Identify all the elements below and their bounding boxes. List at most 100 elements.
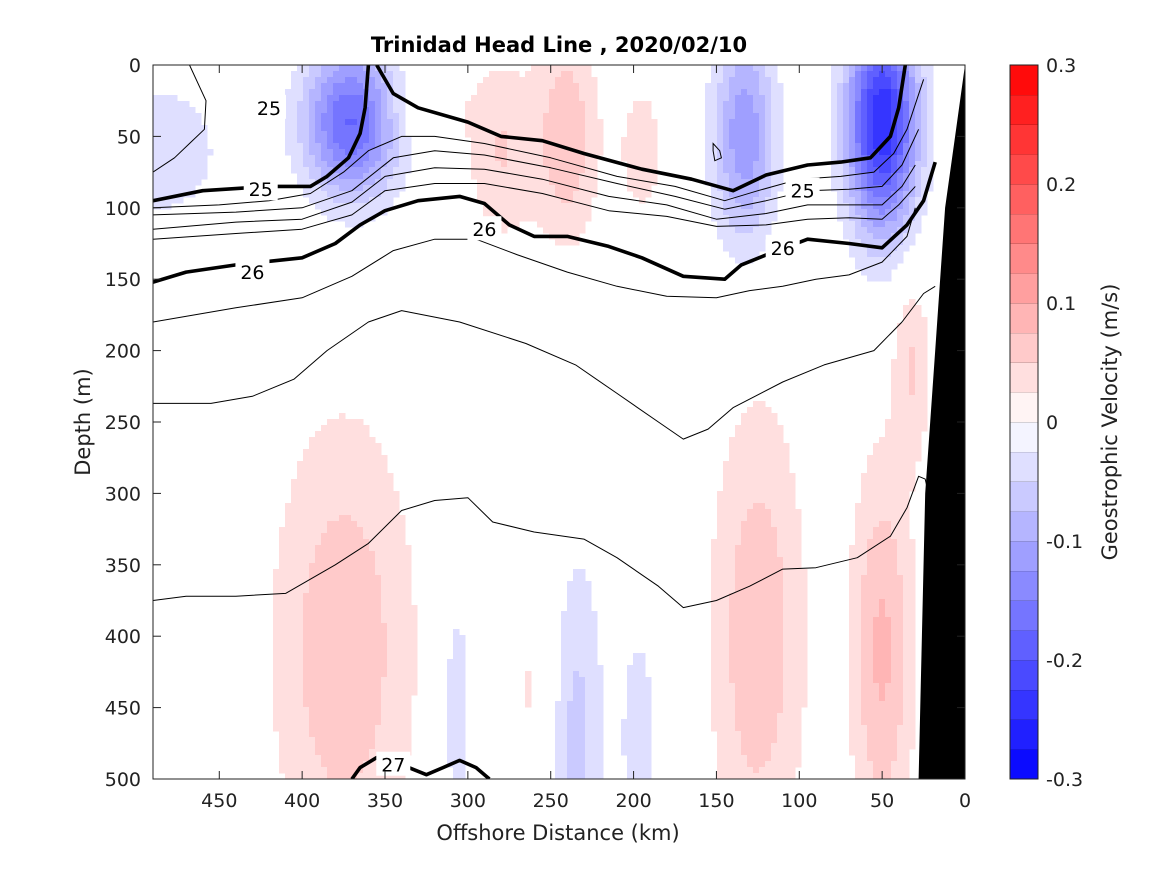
velocity-cell xyxy=(357,437,364,444)
velocity-cell xyxy=(597,707,604,714)
velocity-cell xyxy=(909,137,916,144)
velocity-cell xyxy=(585,89,592,96)
velocity-cell xyxy=(885,635,892,642)
velocity-cell xyxy=(897,593,904,600)
velocity-cell xyxy=(753,497,760,504)
velocity-cell xyxy=(309,635,316,642)
velocity-cell xyxy=(717,725,724,732)
velocity-cell xyxy=(879,101,886,108)
velocity-cell xyxy=(309,641,316,648)
velocity-cell xyxy=(759,521,766,528)
velocity-cell xyxy=(411,641,418,648)
velocity-cell xyxy=(387,137,394,144)
velocity-cell xyxy=(771,503,778,510)
velocity-cell xyxy=(915,395,922,402)
velocity-cell xyxy=(873,617,880,624)
velocity-cell xyxy=(891,143,898,150)
velocity-cell xyxy=(867,719,874,726)
velocity-cell xyxy=(741,509,748,516)
velocity-cell xyxy=(861,257,868,264)
velocity-cell xyxy=(633,113,640,120)
velocity-cell xyxy=(525,191,532,198)
velocity-cell xyxy=(711,551,718,558)
velocity-cell xyxy=(771,665,778,672)
velocity-cell xyxy=(711,629,718,636)
velocity-cell xyxy=(297,137,304,144)
velocity-cell xyxy=(879,479,886,486)
velocity-cell xyxy=(525,101,532,108)
velocity-cell xyxy=(855,713,862,720)
velocity-cell xyxy=(873,557,880,564)
velocity-cell xyxy=(741,539,748,546)
velocity-cell xyxy=(531,209,538,216)
velocity-cell xyxy=(525,89,532,96)
velocity-cell xyxy=(897,647,904,654)
velocity-cell xyxy=(585,629,592,636)
velocity-cell xyxy=(735,623,742,630)
velocity-cell xyxy=(369,95,376,102)
velocity-cell xyxy=(735,443,742,450)
velocity-cell xyxy=(915,365,922,372)
velocity-cell xyxy=(765,617,772,624)
velocity-cell xyxy=(597,131,604,138)
velocity-cell xyxy=(753,197,760,204)
velocity-cell xyxy=(327,191,334,198)
velocity-cell xyxy=(735,497,742,504)
velocity-cell xyxy=(591,125,598,132)
velocity-cell xyxy=(183,107,190,114)
velocity-cell xyxy=(747,485,754,492)
velocity-cell xyxy=(771,539,778,546)
velocity-cell xyxy=(729,473,736,480)
velocity-cell xyxy=(909,593,916,600)
velocity-cell xyxy=(729,497,736,504)
velocity-cell xyxy=(351,437,358,444)
velocity-cell xyxy=(567,179,574,186)
velocity-cell xyxy=(363,461,370,468)
velocity-cell xyxy=(327,683,334,690)
velocity-cell xyxy=(345,599,352,606)
velocity-cell xyxy=(477,149,484,156)
velocity-cell xyxy=(333,593,340,600)
velocity-cell xyxy=(921,413,928,420)
velocity-cell xyxy=(741,689,748,696)
velocity-cell xyxy=(861,119,868,126)
velocity-cell xyxy=(855,521,862,528)
velocity-cell xyxy=(861,635,868,642)
velocity-cell xyxy=(291,491,298,498)
velocity-cell xyxy=(315,533,322,540)
velocity-cell xyxy=(375,479,382,486)
velocity-cell xyxy=(573,617,580,624)
velocity-cell xyxy=(915,167,922,174)
velocity-cell xyxy=(891,263,898,270)
velocity-cell xyxy=(537,173,544,180)
velocity-cell xyxy=(309,569,316,576)
velocity-cell xyxy=(285,593,292,600)
velocity-cell xyxy=(279,575,286,582)
velocity-cell xyxy=(387,95,394,102)
velocity-cell xyxy=(879,665,886,672)
velocity-cell xyxy=(357,611,364,618)
velocity-cell xyxy=(783,635,790,642)
velocity-cell xyxy=(477,107,484,114)
velocity-cell xyxy=(159,203,166,210)
velocity-cell xyxy=(801,623,808,630)
velocity-cell xyxy=(711,89,718,96)
velocity-cell xyxy=(369,467,376,474)
velocity-cell xyxy=(897,65,904,72)
velocity-cell xyxy=(393,635,400,642)
velocity-cell xyxy=(345,527,352,534)
velocity-cell xyxy=(345,167,352,174)
velocity-cell xyxy=(717,713,724,720)
velocity-cell xyxy=(327,605,334,612)
velocity-cell xyxy=(627,137,634,144)
velocity-cell xyxy=(729,227,736,234)
velocity-cell xyxy=(447,677,454,684)
velocity-cell xyxy=(351,719,358,726)
velocity-cell xyxy=(405,731,412,738)
velocity-cell xyxy=(405,563,412,570)
velocity-cell xyxy=(927,185,934,192)
velocity-cell xyxy=(339,503,346,510)
velocity-cell xyxy=(735,173,742,180)
velocity-cell xyxy=(783,455,790,462)
velocity-cell xyxy=(279,581,286,588)
